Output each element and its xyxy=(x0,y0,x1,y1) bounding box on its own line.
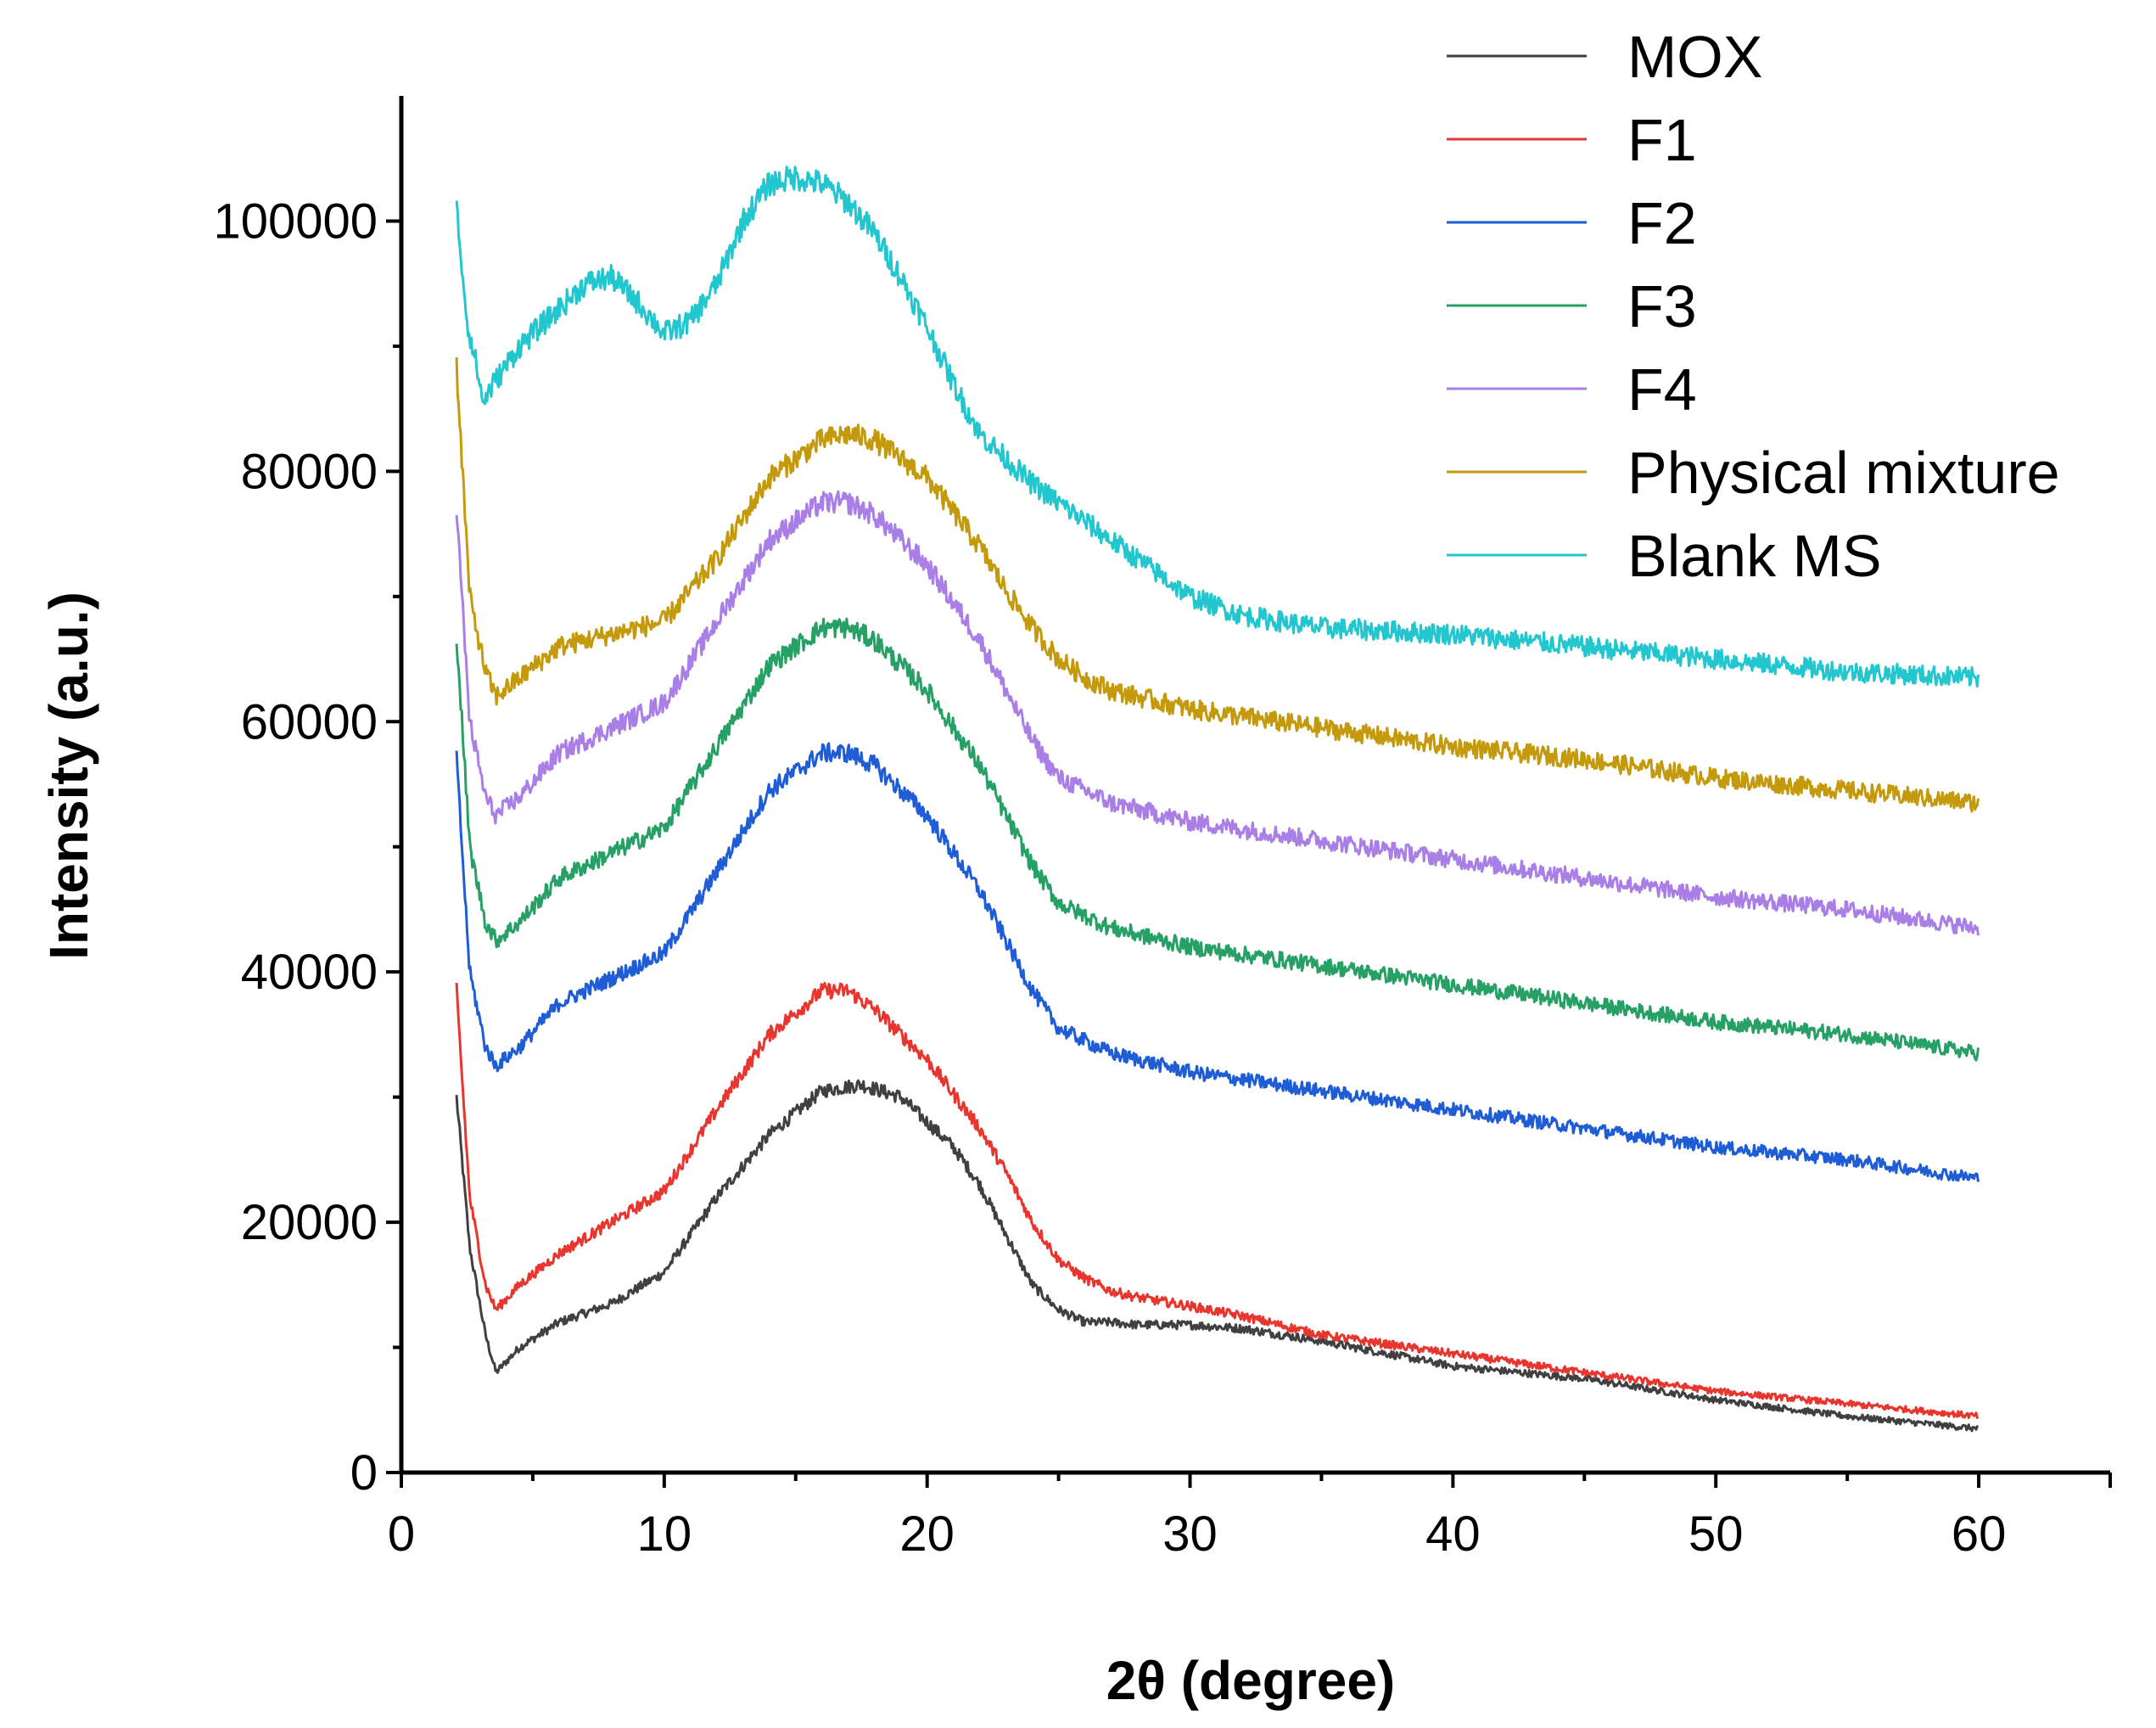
legend-label: Physical mixture xyxy=(1627,440,2060,506)
y-tick-label: 80000 xyxy=(241,444,378,499)
x-tick-label: 20 xyxy=(899,1506,955,1562)
series-line-physical-mixture xyxy=(455,357,1980,813)
legend-label: F3 xyxy=(1627,273,1697,339)
legend-label: F4 xyxy=(1627,356,1697,423)
x-tick-label: 0 xyxy=(388,1506,415,1562)
y-tick-label: 100000 xyxy=(213,194,378,249)
series-line-blank-ms xyxy=(455,166,1980,688)
y-tick-label: 0 xyxy=(350,1445,378,1501)
legend-label: Blank MS xyxy=(1627,523,1882,589)
y-tick-label: 60000 xyxy=(241,694,378,749)
x-tick-label: 50 xyxy=(1688,1506,1744,1562)
series-line-f4 xyxy=(455,490,1980,936)
legend-label: MOX xyxy=(1627,24,1762,90)
legend: MOX F1 F2 F3 F4 Physical mixture Blank MS xyxy=(1447,24,2060,589)
legend-label: F2 xyxy=(1627,190,1697,256)
x-ticks: 0 10 20 30 40 50 60 xyxy=(388,1473,2112,1562)
plot-area xyxy=(455,166,1980,1433)
y-ticks: 0 20000 40000 60000 80000 100000 xyxy=(213,194,401,1501)
x-tick-label: 60 xyxy=(1952,1506,2007,1562)
legend-label: F1 xyxy=(1627,107,1697,173)
axes: 0 20000 40000 60000 80000 100000 0 10 20 30 40 50 6… xyxy=(213,96,2112,1562)
y-tick-label: 40000 xyxy=(241,945,378,1000)
y-tick-label: 20000 xyxy=(241,1195,378,1250)
series-line-f2 xyxy=(455,742,1980,1182)
series-line-f3 xyxy=(455,617,1980,1062)
series-line-f1 xyxy=(455,981,1980,1419)
x-tick-label: 40 xyxy=(1425,1506,1481,1562)
series-line-mox xyxy=(455,1079,1980,1433)
x-tick-label: 30 xyxy=(1162,1506,1218,1562)
y-axis-title: Intensity (a.u.) xyxy=(38,592,99,960)
x-axis-title: 2θ (degree) xyxy=(1106,1650,1395,1711)
x-tick-label: 10 xyxy=(637,1506,692,1562)
